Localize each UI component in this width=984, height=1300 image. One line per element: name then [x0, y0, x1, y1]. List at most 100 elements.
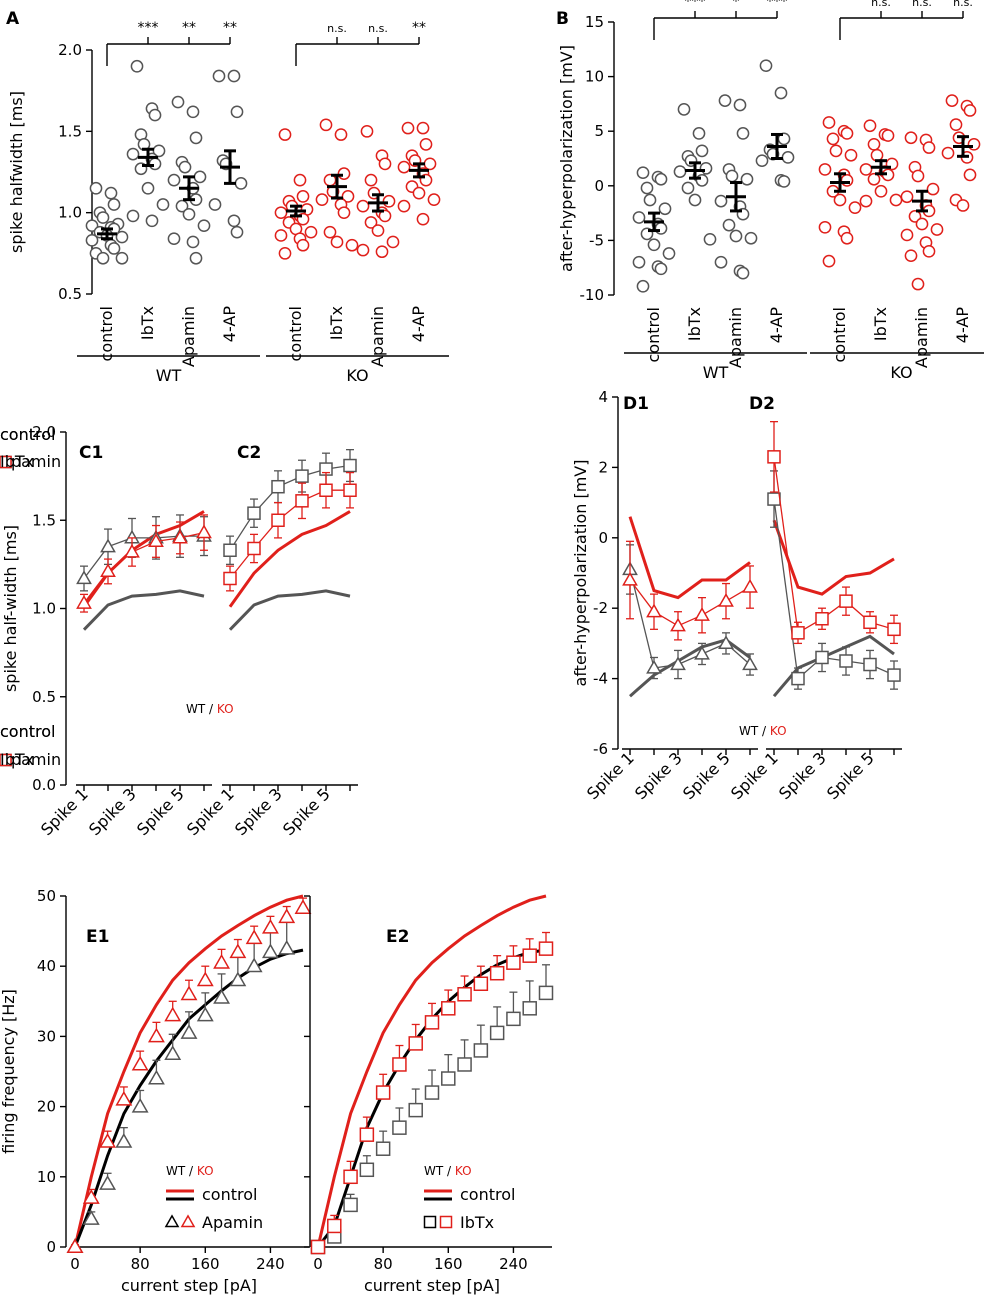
y-tick-label: 1.5	[58, 122, 82, 140]
data-point	[397, 199, 411, 213]
data-point	[725, 169, 739, 183]
significance-label: n.s.	[912, 0, 932, 9]
x-tick-label: Spike 3	[775, 748, 830, 803]
significance-label: ***	[767, 0, 788, 10]
drug-wt-marker	[441, 1071, 456, 1086]
data-point	[115, 251, 129, 265]
x-tick-label: 80	[374, 1255, 393, 1273]
data-point	[96, 211, 110, 224]
data-point	[107, 242, 121, 255]
y-axis-label: after-hyperpolarization [mV]	[557, 45, 576, 272]
legend-control-label: control	[0, 722, 55, 741]
data-point	[323, 225, 337, 239]
drug-wt-marker	[100, 538, 116, 553]
data-point	[632, 211, 646, 224]
category-label: Apamin	[726, 307, 745, 368]
data-point	[315, 193, 329, 207]
drug-ko-marker	[839, 594, 853, 608]
data-point	[658, 202, 672, 216]
legend-drug-wt-marker	[164, 1214, 180, 1228]
category-label: control	[644, 307, 663, 362]
data-point	[722, 218, 736, 232]
drug-wt-marker	[295, 469, 309, 483]
data-point	[733, 98, 747, 112]
drug-ko-line	[629, 579, 751, 627]
data-point	[167, 173, 181, 187]
panel-C: 0.0 0.5 1.0 1.5 2.0 spike half-width [ms] Spik…	[0, 423, 358, 839]
data-point	[186, 105, 200, 119]
drug-ko-marker	[670, 617, 686, 632]
control-ko-line	[772, 519, 895, 596]
data-point	[859, 163, 873, 176]
data-point	[867, 172, 881, 186]
y-tick-label: -5	[589, 231, 604, 249]
data-point	[636, 279, 650, 293]
legend-drug-label: Apamin	[202, 1213, 263, 1232]
x-tick-label: 80	[131, 1255, 150, 1273]
x-tick-label: 160	[191, 1255, 220, 1273]
drug-wt-marker	[863, 657, 877, 672]
y-tick-label: 20	[37, 1098, 56, 1116]
significance-label: n.s.	[368, 22, 388, 35]
series-ko-apamin	[356, 124, 400, 259]
drug-wt-marker	[694, 645, 710, 660]
data-point	[863, 119, 877, 133]
drug-ko-marker	[229, 943, 247, 959]
data-point	[922, 141, 936, 154]
legend-drug-label: Apamin	[0, 750, 61, 769]
drug-ko-marker	[392, 1057, 407, 1072]
data-point	[967, 137, 981, 151]
series-wt-ibtx	[126, 59, 170, 228]
data-point	[956, 199, 970, 212]
x-tick-label: Spike 3	[631, 748, 686, 803]
data-point	[175, 199, 189, 213]
wt-ko-text: WT / KO	[166, 1164, 214, 1178]
category-label: IbTx	[871, 307, 890, 341]
drug-ko-marker	[538, 941, 554, 956]
data-point	[777, 175, 791, 188]
drug-wt-marker	[147, 1069, 165, 1085]
x-tick-label: 160	[434, 1255, 463, 1273]
drug-wt-marker	[271, 479, 285, 494]
legend-drug-label: IbTx	[460, 1213, 494, 1232]
data-point	[647, 238, 661, 252]
data-point	[104, 186, 118, 200]
wt-ko-key: WT / KO	[186, 702, 234, 716]
drug-ko-marker	[718, 592, 734, 607]
data-point	[681, 181, 695, 195]
data-point	[419, 137, 433, 151]
data-point	[688, 193, 702, 207]
data-point	[833, 193, 847, 207]
subpanel-label: C1	[79, 443, 103, 463]
data-point	[941, 146, 955, 160]
legend-control-label: control	[0, 425, 55, 444]
x-axis-label: current step [pA]	[121, 1276, 257, 1295]
y-tick-label: 1.5	[32, 511, 56, 529]
significance-label: **	[412, 20, 426, 36]
data-point	[115, 230, 129, 244]
drug-wt-marker	[392, 1120, 407, 1135]
group-label: KO	[346, 366, 368, 385]
data-point	[293, 173, 307, 187]
y-tick-label: 0	[598, 529, 608, 547]
data-point	[695, 173, 709, 187]
legend-drug-wt-marker	[423, 1215, 437, 1229]
x-tick-label: 240	[256, 1255, 285, 1273]
control-wt-line	[82, 589, 205, 631]
series-wt-4-ap	[208, 69, 248, 239]
drug-ko-marker	[767, 450, 781, 464]
data-point	[378, 209, 392, 223]
x-tick-label: Spike 1	[727, 748, 782, 803]
data-point	[234, 177, 248, 190]
data-point	[736, 266, 750, 280]
series-wt-4-ap	[755, 59, 795, 188]
y-tick-label: 0.5	[58, 285, 82, 303]
y-tick-label: -4	[593, 670, 608, 688]
data-point	[774, 86, 788, 100]
wt-ko-key: WT / KO	[739, 724, 787, 738]
category-label: control	[97, 306, 116, 361]
data-point	[227, 69, 241, 83]
subpanel-label: C2	[237, 443, 261, 463]
data-point	[881, 129, 895, 142]
